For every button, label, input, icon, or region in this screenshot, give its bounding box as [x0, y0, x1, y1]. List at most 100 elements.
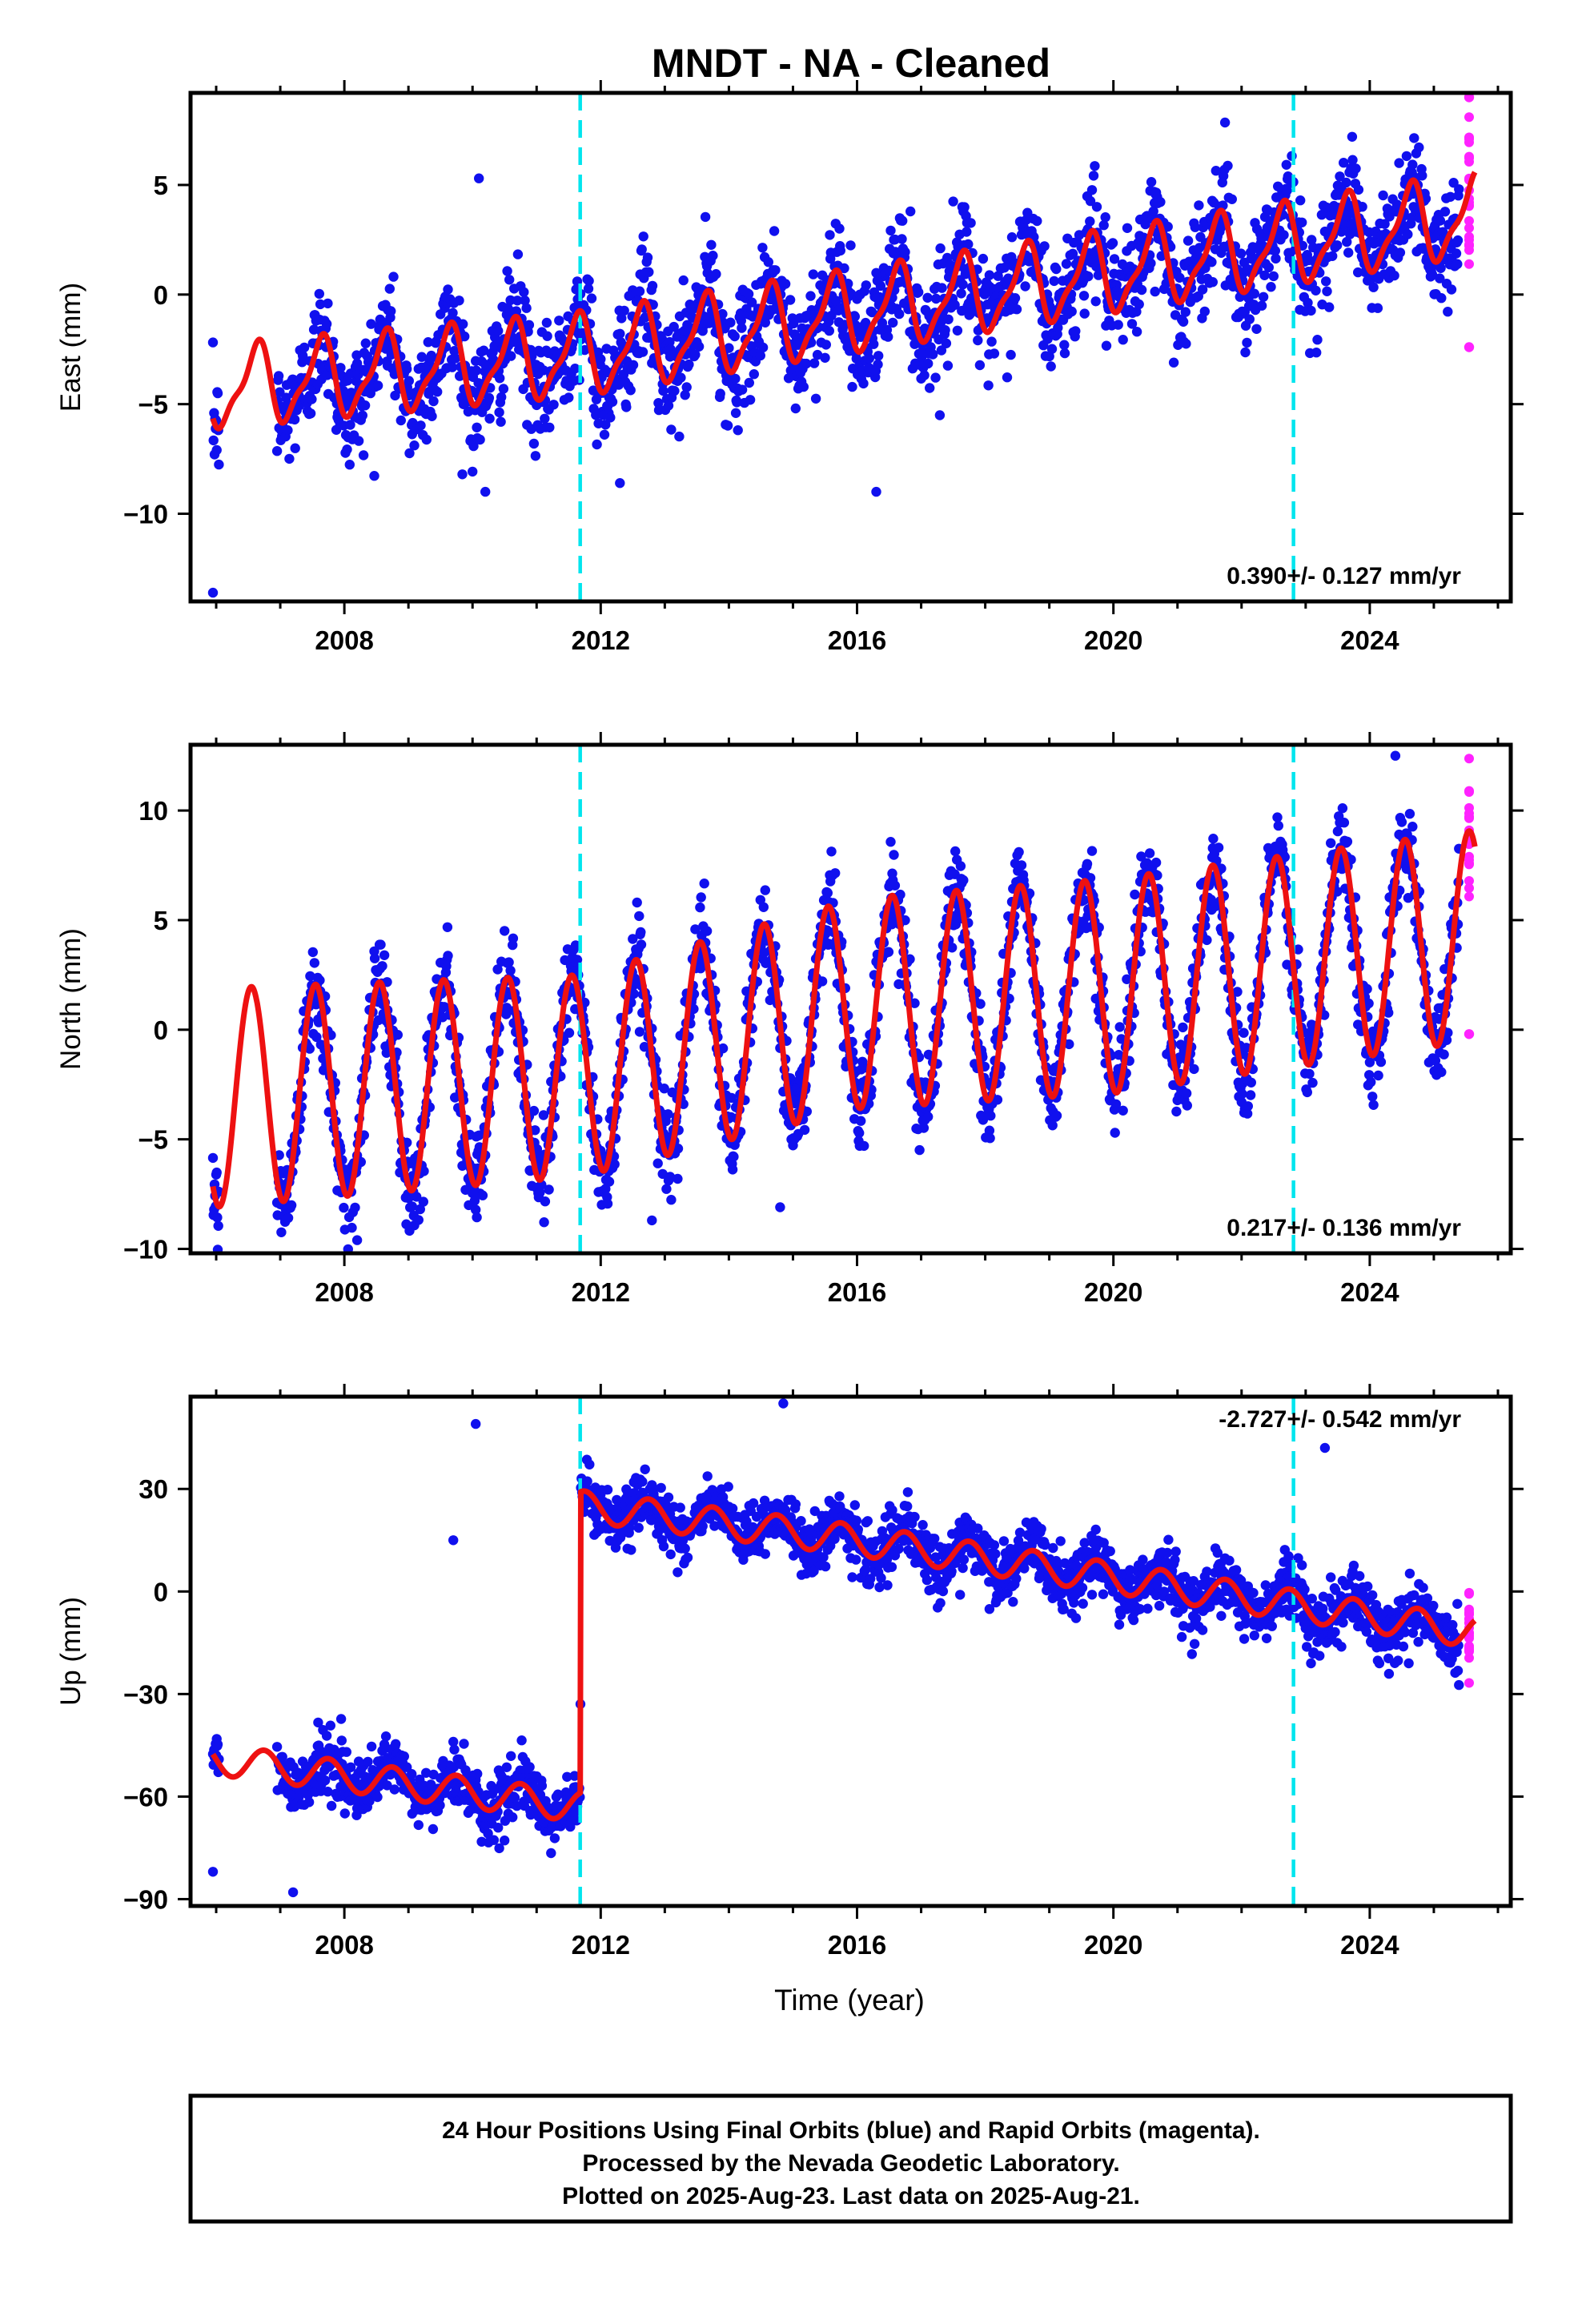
north-final-orbit-point — [207, 1152, 219, 1164]
east-final-orbit-point — [484, 392, 495, 404]
east-final-orbit-point — [472, 422, 482, 432]
east-final-orbit-point — [1368, 282, 1379, 292]
east-final-orbit-point — [1282, 185, 1292, 196]
east-final-orbit-point — [1372, 303, 1383, 313]
east-final-orbit-point — [835, 245, 846, 256]
east-final-orbit-point — [984, 270, 995, 280]
east-final-orbit-point — [1394, 158, 1404, 168]
east-final-orbit-point — [1321, 276, 1331, 287]
north-final-orbit-point — [375, 939, 386, 950]
east-final-orbit-point — [1032, 215, 1042, 227]
north-final-orbit-point — [986, 1111, 996, 1121]
east-final-orbit-point — [1098, 220, 1109, 231]
north-final-orbit-point — [1051, 1110, 1062, 1121]
north-final-orbit-point — [283, 1212, 294, 1224]
north-final-orbit-point — [1086, 846, 1098, 856]
east-final-orbit-point — [1281, 159, 1292, 170]
east-final-orbit-point — [875, 280, 886, 292]
east-final-orbit-point — [443, 284, 453, 295]
east-final-orbit-point — [475, 434, 485, 445]
north-final-orbit-point — [883, 947, 894, 957]
north-y-tick-label: −10 — [123, 1235, 168, 1265]
north-final-orbit-point — [604, 1176, 615, 1187]
north-final-orbit-point — [276, 1227, 287, 1238]
east-final-orbit-point — [711, 269, 721, 279]
north-final-orbit-point — [379, 950, 390, 961]
east-final-orbit-point — [386, 306, 396, 316]
east-final-orbit-point — [1070, 326, 1081, 336]
east-final-orbit-point — [1324, 302, 1335, 312]
east-final-orbit-point — [1312, 335, 1323, 345]
east-final-orbit-point — [958, 279, 968, 290]
east-final-orbit-point — [1131, 327, 1142, 337]
north-final-orbit-point — [213, 1220, 223, 1232]
north-final-orbit-point — [212, 1244, 223, 1253]
east-final-orbit-point — [621, 402, 632, 412]
north-final-orbit-point — [1307, 1077, 1318, 1088]
east-final-orbit-point — [1181, 339, 1191, 349]
north-final-orbit-point — [538, 1110, 549, 1120]
east-final-orbit-point — [212, 388, 223, 399]
north-final-orbit-point — [885, 837, 896, 847]
east-final-orbit-point — [1207, 257, 1217, 267]
north-final-orbit-point — [661, 1184, 672, 1194]
east-rapid-orbit-point — [1464, 259, 1474, 269]
north-final-orbit-point — [1366, 1077, 1376, 1088]
east-final-orbit-point — [372, 380, 383, 391]
north-final-orbit-point — [947, 943, 958, 953]
east-final-orbit-point — [937, 283, 947, 293]
east-final-orbit-point — [1259, 270, 1270, 280]
east-final-orbit-point — [1083, 271, 1094, 282]
east-final-orbit-point — [858, 378, 869, 389]
east-final-orbit-point — [323, 298, 333, 309]
north-x-tick-label: 2012 — [572, 1277, 630, 1307]
east-final-orbit-point — [564, 392, 574, 403]
east-rapid-orbit-point — [1464, 215, 1474, 226]
east-final-orbit-point — [743, 288, 754, 300]
east-final-orbit-point — [305, 408, 316, 419]
up-final-orbit-point — [380, 1731, 391, 1742]
north-final-orbit-point — [826, 846, 837, 857]
east-final-orbit-point — [1174, 272, 1185, 283]
north-final-orbit-point — [632, 897, 642, 908]
east-final-orbit-point — [605, 412, 616, 423]
up-final-orbit-point — [372, 1791, 383, 1803]
north-y-tick-label: −5 — [138, 1125, 168, 1155]
north-final-orbit-point — [505, 965, 516, 976]
east-final-orbit-point — [666, 424, 677, 435]
east-final-orbit-point — [1403, 229, 1413, 239]
north-final-orbit-point — [659, 1084, 669, 1094]
east-final-orbit-point — [1162, 221, 1173, 232]
east-final-orbit-point — [468, 466, 478, 477]
up-final-orbit-point — [341, 1747, 351, 1757]
figure-title: MNDT - NA - Cleaned — [652, 41, 1050, 86]
east-final-orbit-point — [454, 296, 464, 306]
east-final-orbit-point — [540, 413, 550, 424]
east-final-orbit-point — [956, 288, 966, 299]
east-final-orbit-point — [1011, 304, 1022, 315]
north-final-orbit-point — [286, 1200, 297, 1211]
east-final-orbit-point — [1435, 215, 1446, 226]
north-final-orbit-point — [471, 1204, 481, 1215]
east-final-orbit-point — [369, 471, 379, 481]
east-final-orbit-point — [1090, 296, 1101, 307]
north-final-orbit-point — [652, 1158, 663, 1168]
east-outlier-point — [1464, 93, 1475, 103]
east-final-orbit-point — [989, 348, 1000, 359]
east-final-orbit-point — [942, 360, 954, 371]
east-final-orbit-point — [653, 398, 664, 408]
east-final-orbit-point — [351, 358, 363, 368]
east-final-orbit-point — [1134, 299, 1144, 310]
north-rapid-orbit-point — [1464, 859, 1474, 870]
east-final-orbit-point — [1100, 212, 1110, 223]
east-final-orbit-point — [669, 385, 680, 396]
east-final-orbit-point — [628, 360, 639, 370]
north-final-orbit-point — [1342, 836, 1353, 847]
north-final-orbit-point — [1332, 826, 1343, 837]
east-final-orbit-point — [851, 353, 862, 364]
east-final-orbit-point — [494, 407, 504, 418]
east-final-orbit-point — [785, 295, 796, 305]
east-final-orbit-point — [1332, 240, 1343, 251]
north-final-orbit-point — [1014, 846, 1024, 858]
